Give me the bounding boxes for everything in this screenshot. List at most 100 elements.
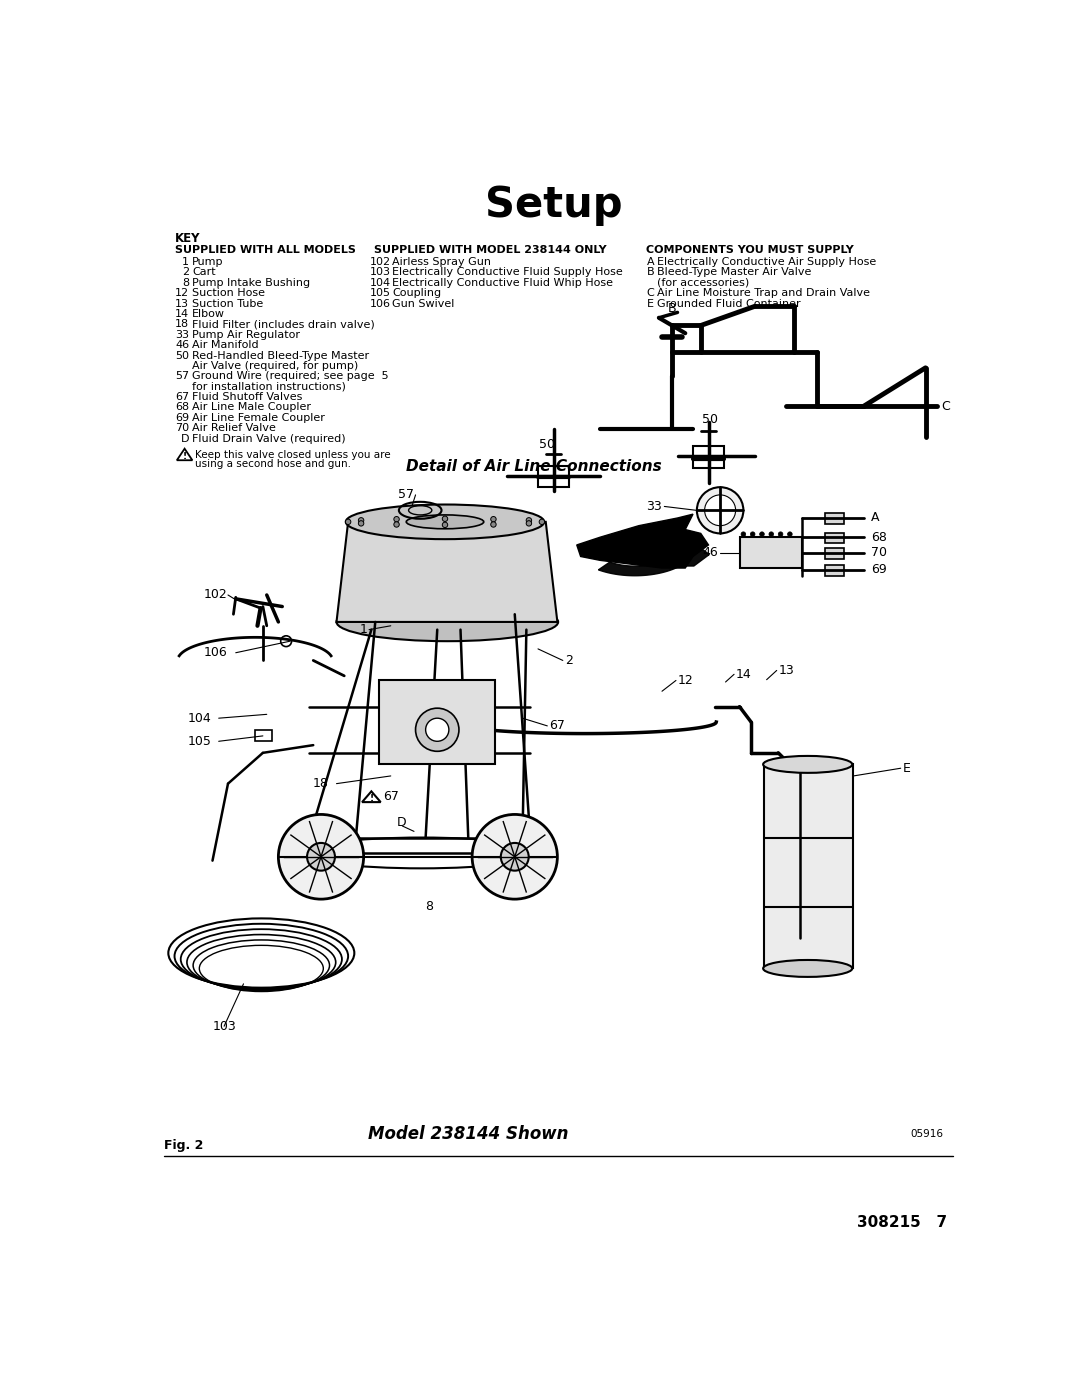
Circle shape — [539, 520, 544, 524]
FancyBboxPatch shape — [693, 447, 724, 468]
Text: C: C — [647, 288, 654, 298]
Text: 69: 69 — [175, 414, 189, 423]
Text: 70: 70 — [175, 423, 189, 433]
Circle shape — [704, 495, 735, 525]
FancyBboxPatch shape — [538, 465, 569, 488]
Text: Pump Air Regulator: Pump Air Regulator — [192, 330, 300, 339]
Text: Elbow: Elbow — [192, 309, 226, 319]
Circle shape — [787, 532, 793, 536]
Text: B: B — [667, 303, 676, 316]
Text: B: B — [647, 267, 654, 278]
Ellipse shape — [406, 515, 484, 529]
Text: Fluid Drain Valve (required): Fluid Drain Valve (required) — [192, 433, 346, 444]
FancyBboxPatch shape — [740, 538, 801, 569]
Text: Suction Hose: Suction Hose — [192, 288, 266, 298]
Circle shape — [426, 718, 449, 742]
Circle shape — [416, 708, 459, 752]
Text: 67: 67 — [383, 791, 399, 803]
Text: Gun Swivel: Gun Swivel — [392, 299, 455, 309]
Text: Air Line Female Coupler: Air Line Female Coupler — [192, 414, 325, 423]
Text: 104: 104 — [369, 278, 391, 288]
Text: 18: 18 — [313, 777, 328, 791]
Ellipse shape — [346, 504, 544, 539]
Text: 50: 50 — [702, 414, 718, 426]
Text: Air Relief Valve: Air Relief Valve — [192, 423, 276, 433]
Text: 103: 103 — [213, 1020, 237, 1032]
Text: 46: 46 — [175, 339, 189, 351]
Text: 33: 33 — [646, 500, 662, 513]
Circle shape — [472, 814, 557, 900]
Text: 106: 106 — [369, 299, 391, 309]
Text: 308215   7: 308215 7 — [858, 1215, 947, 1229]
FancyBboxPatch shape — [825, 548, 845, 559]
Text: Keep this valve closed unless you are: Keep this valve closed unless you are — [195, 450, 391, 460]
Text: 103: 103 — [369, 267, 391, 278]
Text: Coupling: Coupling — [392, 288, 442, 298]
Text: 2: 2 — [183, 267, 189, 278]
Ellipse shape — [337, 602, 558, 641]
Text: Detail of Air Line Connections: Detail of Air Line Connections — [406, 458, 662, 474]
Text: 33: 33 — [175, 330, 189, 339]
Text: Electrically Conductive Air Supply Hose: Electrically Conductive Air Supply Hose — [658, 257, 877, 267]
Text: Bleed-Type Master Air Valve: Bleed-Type Master Air Valve — [658, 267, 812, 278]
Circle shape — [759, 532, 765, 536]
Circle shape — [501, 842, 529, 870]
Text: !: ! — [369, 793, 374, 803]
FancyBboxPatch shape — [764, 764, 852, 968]
FancyBboxPatch shape — [825, 513, 845, 524]
Text: 105: 105 — [369, 288, 391, 298]
Text: E: E — [902, 761, 910, 775]
Circle shape — [346, 520, 351, 524]
Text: Grounded Fluid Container: Grounded Fluid Container — [658, 299, 801, 309]
Text: Air Valve (required, for pump): Air Valve (required, for pump) — [192, 360, 359, 372]
FancyBboxPatch shape — [825, 564, 845, 576]
Text: 69: 69 — [872, 563, 887, 576]
Circle shape — [769, 532, 773, 536]
Circle shape — [394, 517, 400, 522]
Text: COMPONENTS YOU MUST SUPPLY: COMPONENTS YOU MUST SUPPLY — [647, 244, 854, 254]
Text: 2: 2 — [565, 654, 573, 666]
FancyBboxPatch shape — [255, 729, 272, 740]
Text: Red-Handled Bleed-Type Master: Red-Handled Bleed-Type Master — [192, 351, 369, 360]
Text: 57: 57 — [175, 372, 189, 381]
Text: SUPPLIED WITH ALL MODELS: SUPPLIED WITH ALL MODELS — [175, 244, 356, 254]
Text: E: E — [647, 299, 654, 309]
Text: Cart: Cart — [192, 267, 216, 278]
Text: 67: 67 — [175, 393, 189, 402]
Text: 8: 8 — [426, 900, 433, 914]
Circle shape — [279, 814, 364, 900]
Text: D: D — [397, 816, 406, 828]
Text: Air Manifold: Air Manifold — [192, 339, 259, 351]
Text: 05916: 05916 — [910, 1129, 943, 1139]
Polygon shape — [598, 543, 710, 576]
Text: 12: 12 — [175, 288, 189, 298]
Circle shape — [307, 842, 335, 870]
Text: !: ! — [183, 451, 187, 461]
Circle shape — [697, 488, 743, 534]
Text: Setup: Setup — [485, 183, 622, 225]
Circle shape — [490, 517, 496, 522]
Text: Fig. 2: Fig. 2 — [164, 1139, 204, 1153]
Text: 1: 1 — [183, 257, 189, 267]
Text: for installation instructions): for installation instructions) — [192, 381, 347, 391]
Text: Fluid Filter (includes drain valve): Fluid Filter (includes drain valve) — [192, 320, 375, 330]
Text: 18: 18 — [175, 320, 189, 330]
Text: using a second hose and gun.: using a second hose and gun. — [195, 460, 351, 469]
Text: 68: 68 — [175, 402, 189, 412]
Circle shape — [394, 522, 400, 527]
Text: Airless Spray Gun: Airless Spray Gun — [392, 257, 491, 267]
Text: 50: 50 — [539, 439, 555, 451]
Text: 50: 50 — [175, 351, 189, 360]
Text: Electrically Conductive Fluid Supply Hose: Electrically Conductive Fluid Supply Hos… — [392, 267, 623, 278]
Text: 57: 57 — [399, 489, 414, 502]
Text: 105: 105 — [188, 735, 212, 747]
Text: 46: 46 — [702, 546, 718, 559]
Circle shape — [359, 518, 364, 522]
Circle shape — [751, 532, 755, 536]
Text: (for accessories): (for accessories) — [658, 278, 750, 288]
Text: 67: 67 — [550, 719, 566, 732]
Ellipse shape — [764, 756, 852, 773]
Text: Air Line Moisture Trap and Drain Valve: Air Line Moisture Trap and Drain Valve — [658, 288, 870, 298]
Circle shape — [741, 532, 745, 536]
Text: SUPPLIED WITH MODEL 238144 ONLY: SUPPLIED WITH MODEL 238144 ONLY — [374, 244, 606, 254]
